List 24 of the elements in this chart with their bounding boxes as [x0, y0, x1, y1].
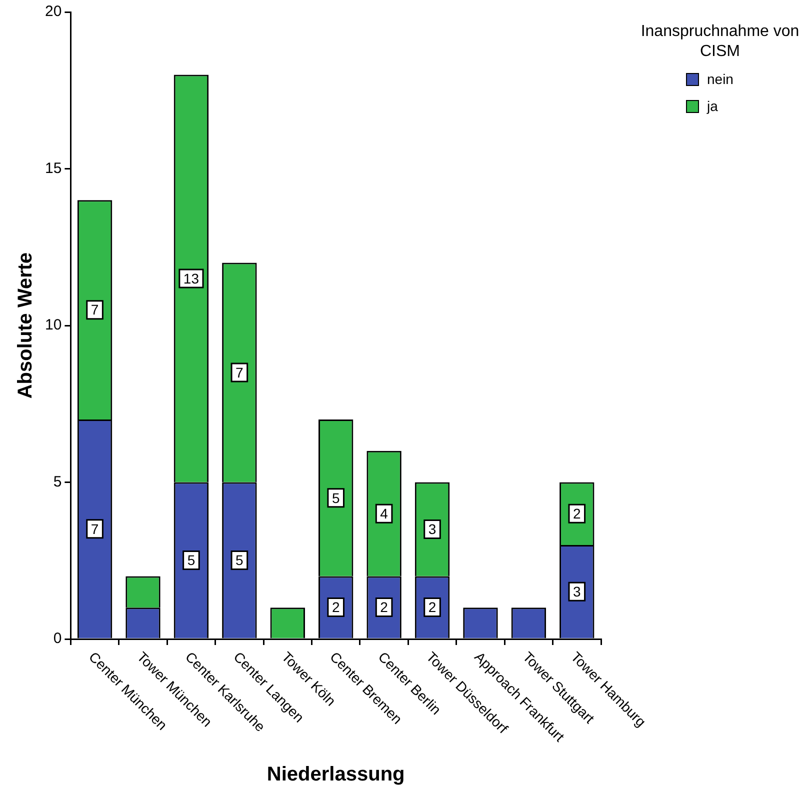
data-label: 5 — [187, 552, 196, 568]
data-label: 7 — [236, 364, 244, 380]
y-tick-label: 20 — [44, 3, 62, 20]
data-label: 2 — [428, 599, 436, 616]
data-label: 4 — [380, 505, 388, 522]
y-tick-label: 0 — [53, 630, 62, 648]
data-label: 2 — [572, 505, 581, 522]
legend-label: nein — [707, 70, 734, 89]
y-tick-label: 10 — [44, 316, 62, 334]
y-tick-label: 15 — [44, 160, 62, 177]
legend-label: ja — [707, 97, 718, 116]
x-axis-title: Niederlassung — [266, 764, 405, 786]
y-tick-label: 5 — [53, 473, 62, 490]
data-label: 5 — [332, 490, 340, 506]
data-label: 2 — [380, 599, 388, 616]
data-label: 13 — [183, 270, 200, 286]
data-label: 7 — [90, 520, 99, 537]
data-label: 3 — [572, 583, 581, 600]
data-label: 5 — [236, 552, 244, 568]
data-label: 3 — [428, 521, 436, 538]
legend-title: Inanspruchnahme von CISM — [640, 22, 800, 62]
y-axis-title: Absolute Werte — [14, 252, 37, 399]
data-label: 7 — [90, 302, 99, 318]
data-label: 2 — [332, 599, 340, 616]
